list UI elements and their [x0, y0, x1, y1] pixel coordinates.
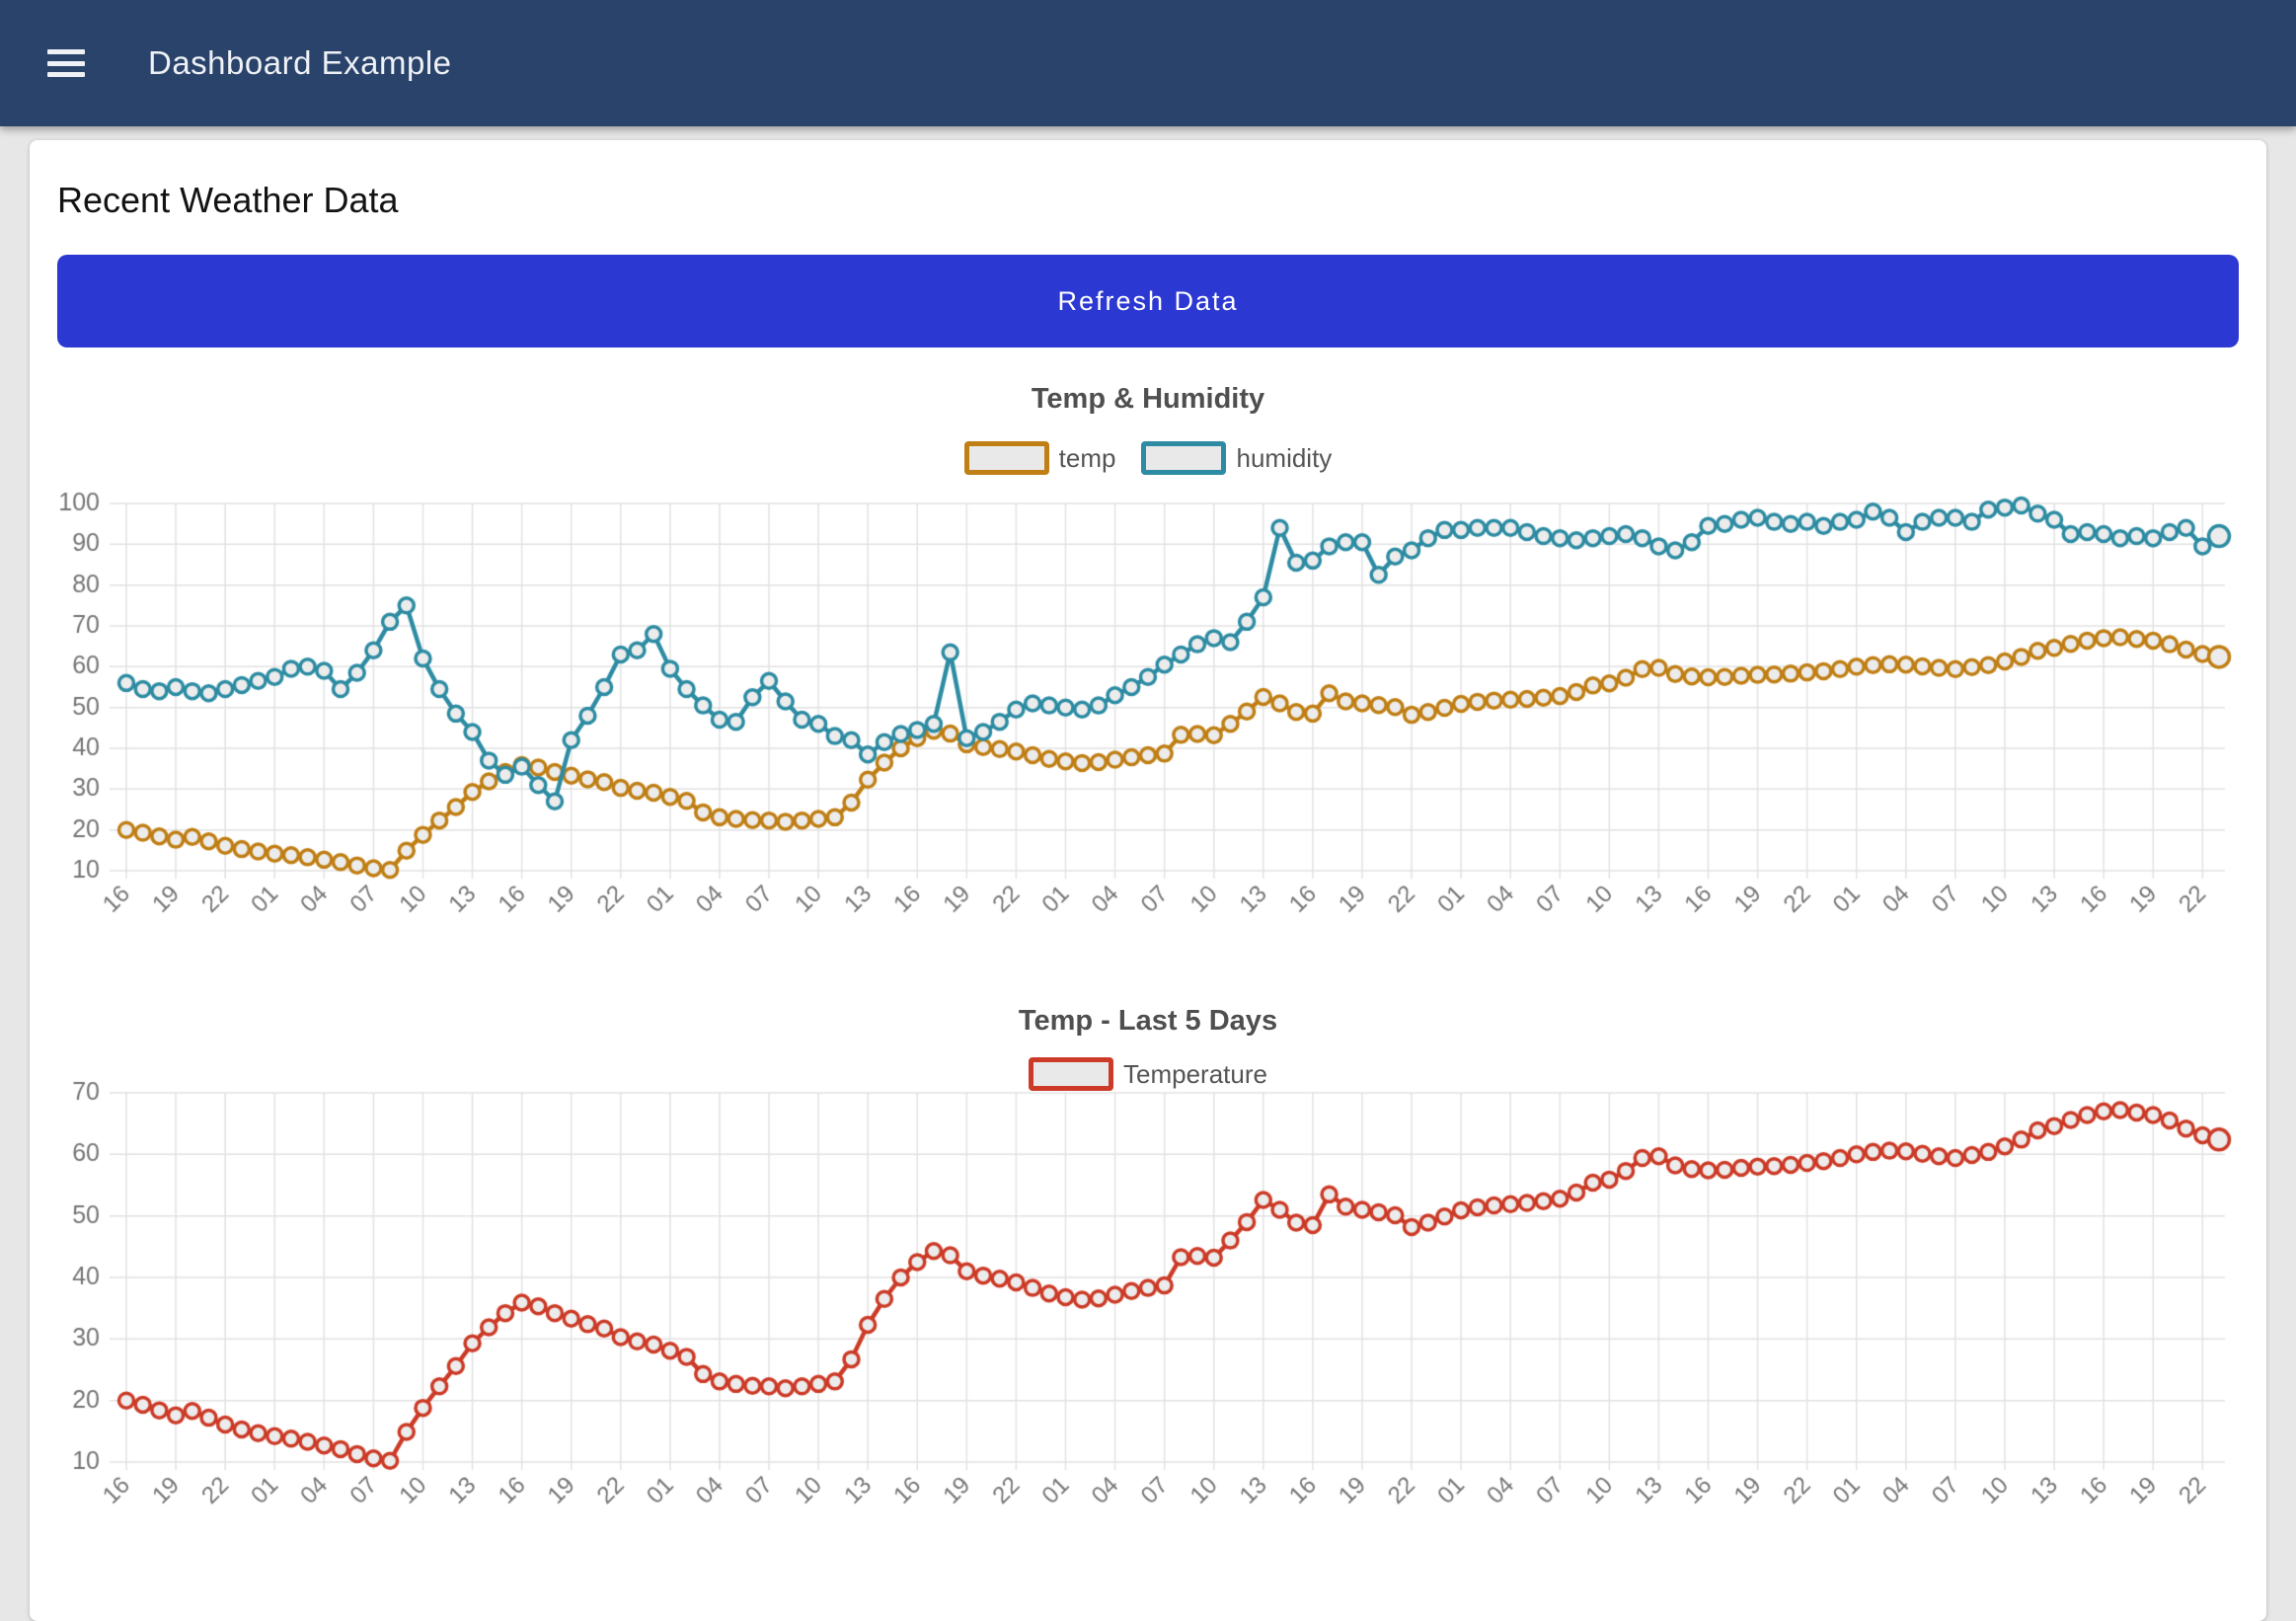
- temp-last-5-days-chart[interactable]: [57, 1081, 2239, 1566]
- legend-swatch: [1141, 441, 1227, 475]
- legend-label: humidity: [1236, 442, 1333, 473]
- chart-title-temp-humidity: Temp & Humidity: [1031, 383, 1265, 415]
- page-title: Recent Weather Data: [57, 180, 399, 220]
- refresh-data-button[interactable]: Refresh Data: [57, 255, 2239, 347]
- temp-humidity-chart[interactable]: [57, 490, 2239, 954]
- legend-label: temp: [1058, 442, 1116, 473]
- content-card: Recent Weather Data Refresh Data Temp & …: [30, 140, 2266, 1621]
- chart-title-temp-last-5-days: Temp - Last 5 Days: [1018, 1005, 1278, 1037]
- chart-legend-temp-humidity: temp humidity: [30, 436, 2266, 480]
- legend-item-humidity[interactable]: humidity: [1141, 441, 1332, 475]
- app-title: Dashboard Example: [148, 44, 452, 81]
- app-header: Dashboard Example: [0, 0, 2296, 126]
- legend-item-temp[interactable]: temp: [963, 441, 1116, 475]
- menu-icon[interactable]: [47, 49, 85, 77]
- legend-swatch: [963, 441, 1049, 475]
